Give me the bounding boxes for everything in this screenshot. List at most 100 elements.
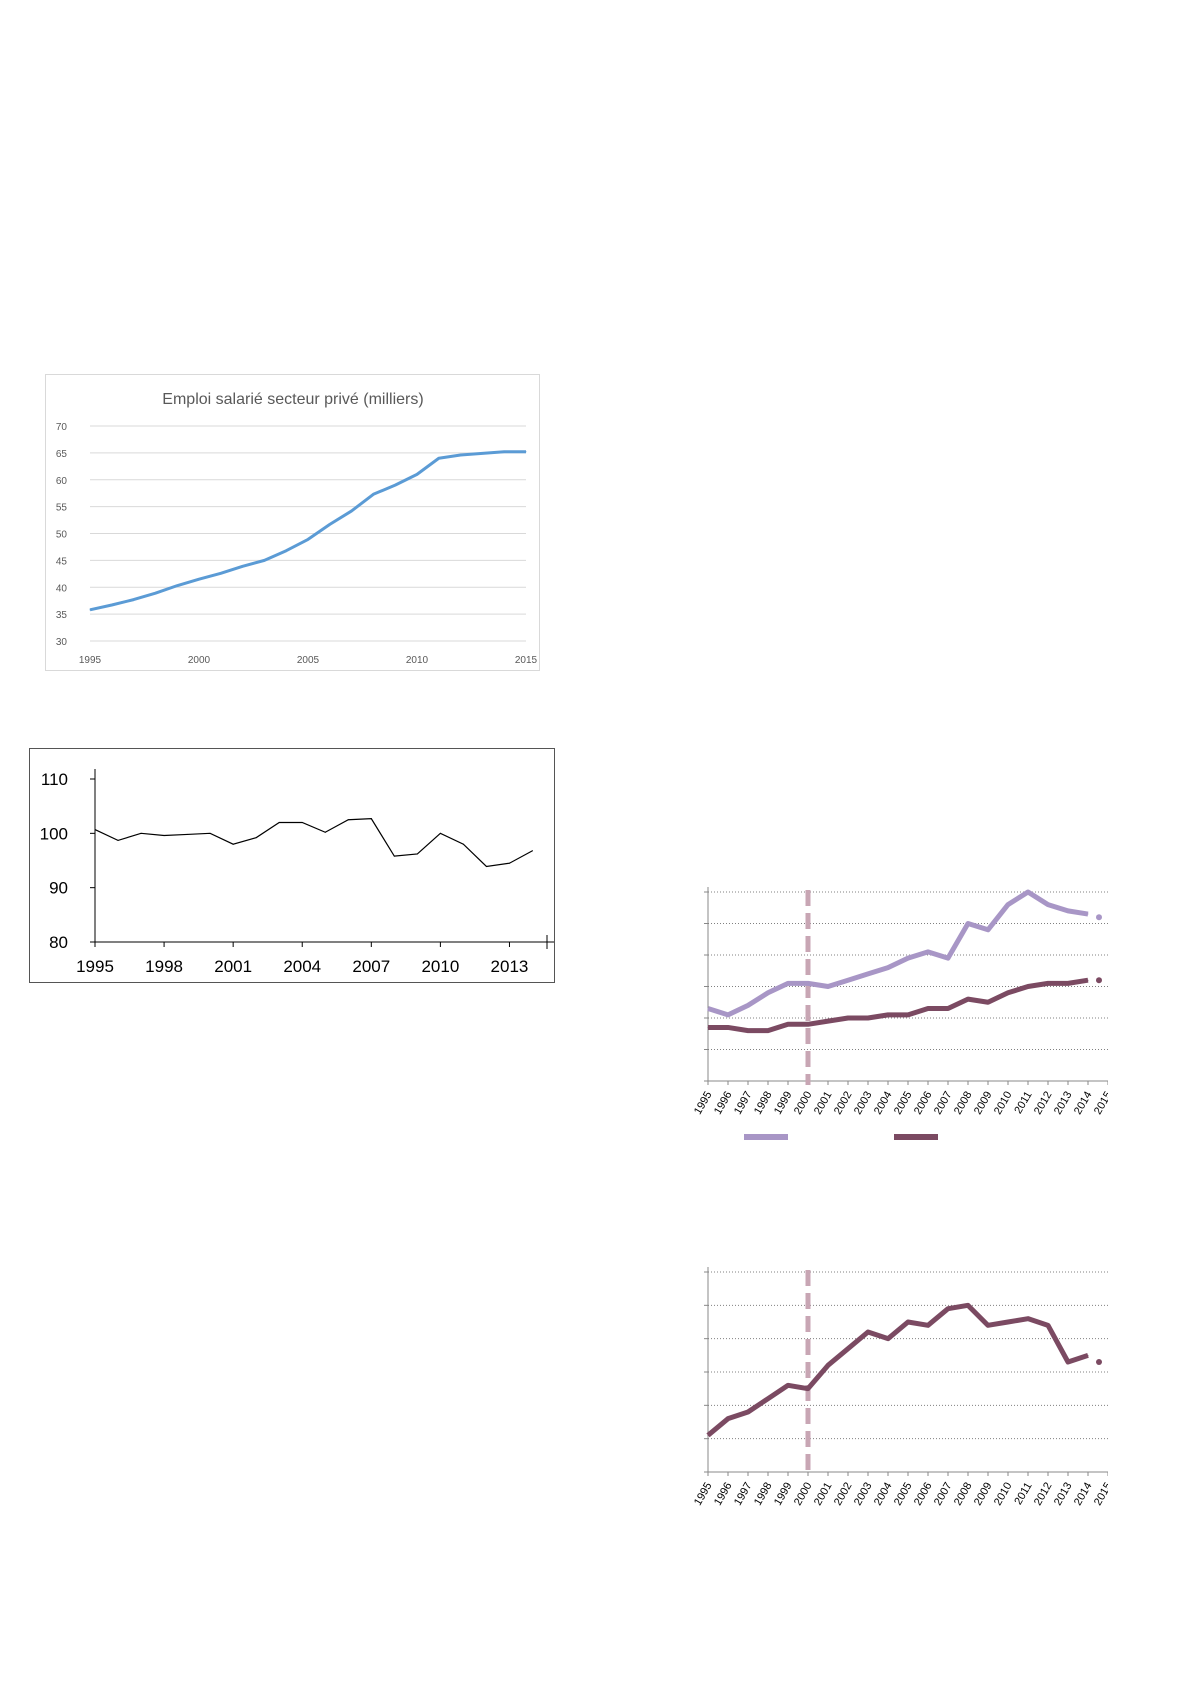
data-point xyxy=(1027,986,1029,987)
data-point xyxy=(255,837,257,839)
x-tick-label: 1995 xyxy=(79,655,102,666)
data-point xyxy=(198,578,200,580)
x-tick-label: 2006 xyxy=(912,1481,935,1508)
data-point xyxy=(111,604,113,606)
data-point xyxy=(787,1384,789,1386)
x-tick-label: 2011 xyxy=(1012,1481,1034,1507)
series-line xyxy=(707,889,1089,1018)
data-point xyxy=(263,559,265,561)
x-tick-label: 2005 xyxy=(297,655,320,666)
data-point xyxy=(525,451,527,453)
data-point xyxy=(1007,992,1009,994)
data-point xyxy=(787,1023,789,1025)
x-tick-label: 2008 xyxy=(952,1090,975,1117)
data-point xyxy=(727,1026,729,1028)
data-point xyxy=(462,843,464,845)
data-point xyxy=(1047,982,1049,984)
series-line xyxy=(706,1302,1089,1438)
data-point xyxy=(767,1030,769,1032)
data-point xyxy=(1027,891,1029,893)
chart-two-series-svg: 1995199619971998199920002001200220032004… xyxy=(692,887,1108,1140)
series-line xyxy=(89,450,526,612)
data-point xyxy=(351,510,353,512)
data-point xyxy=(967,1304,969,1306)
x-tick-label: 2010 xyxy=(406,655,429,666)
data-point xyxy=(847,1348,849,1350)
chart-emploi-salarie-svg: Emploi salarié secteur privé (milliers) … xyxy=(56,391,538,666)
x-tick-label: 2005 xyxy=(892,1481,915,1508)
x-tick-label: 1998 xyxy=(752,1090,775,1117)
data-point xyxy=(887,967,889,969)
x-tick-label: 1996 xyxy=(712,1481,735,1508)
data-point xyxy=(1067,1361,1069,1363)
chart-index-line-svg: 80 90 100 110 1995 1998 2001 2004 2007 2010 2013 xyxy=(40,769,554,976)
data-point xyxy=(987,929,989,931)
data-point xyxy=(209,832,211,834)
data-point xyxy=(907,957,909,959)
data-point xyxy=(767,1398,769,1400)
data-point xyxy=(807,982,809,984)
data-point xyxy=(1067,982,1069,984)
x-tick-label: 2009 xyxy=(972,1090,995,1117)
x-tick-label: 1999 xyxy=(772,1090,795,1117)
data-point xyxy=(531,850,533,852)
x-tick-label: 2000 xyxy=(792,1481,815,1508)
data-point xyxy=(242,565,244,567)
data-point xyxy=(163,835,165,837)
data-point xyxy=(117,839,119,841)
x-tick-label: 1997 xyxy=(732,1481,755,1508)
x-tick-label: 2003 xyxy=(852,1090,875,1117)
x-tick-label: 2013 xyxy=(491,957,529,976)
data-point xyxy=(947,1008,949,1010)
data-point xyxy=(907,1014,909,1016)
x-tick-label: 2000 xyxy=(188,655,211,666)
data-point xyxy=(438,457,440,459)
data-point xyxy=(967,998,969,1000)
x-tick-label: 2005 xyxy=(892,1090,915,1117)
data-point xyxy=(927,1324,929,1326)
y-tick-label: 80 xyxy=(49,933,68,952)
data-point xyxy=(307,538,309,540)
x-tick-label: 2012 xyxy=(1032,1481,1055,1508)
x-tick-label: 1997 xyxy=(732,1090,755,1117)
data-point xyxy=(140,832,142,834)
chart-emploi-salarie: Emploi salarié secteur privé (milliers) … xyxy=(45,374,540,671)
data-point xyxy=(329,523,331,525)
x-tick-label: 2004 xyxy=(283,957,321,976)
x-tick-label: 2007 xyxy=(932,1090,955,1117)
x-tick-label: 2003 xyxy=(852,1481,875,1508)
chart-index-line: 80 90 100 110 1995 1998 2001 2004 2007 2010 2013 xyxy=(29,748,555,983)
data-point xyxy=(89,609,91,611)
x-tick-label: 1996 xyxy=(712,1090,735,1117)
x-tick-label: 2001 xyxy=(812,1481,835,1508)
data-point xyxy=(508,862,510,864)
data-point xyxy=(927,951,929,953)
data-point xyxy=(707,1026,709,1028)
series-line xyxy=(94,818,533,868)
y-tick-label: 35 xyxy=(56,610,68,621)
data-point xyxy=(503,451,505,453)
data-point xyxy=(460,454,462,456)
y-tick-label: 90 xyxy=(49,879,68,898)
data-point xyxy=(887,1338,889,1340)
data-point xyxy=(947,957,949,959)
data-point xyxy=(220,572,222,574)
y-tick-label: 65 xyxy=(56,449,68,460)
x-tick-label: 2004 xyxy=(872,1481,895,1508)
y-tick-label: 100 xyxy=(40,824,68,843)
data-point xyxy=(416,853,418,855)
data-point xyxy=(1047,904,1049,906)
y-tick-label: 55 xyxy=(56,503,68,514)
x-tick-label: 2002 xyxy=(832,1481,855,1508)
data-point xyxy=(1087,979,1089,981)
data-point xyxy=(186,833,188,835)
data-point xyxy=(707,1008,709,1010)
chart-title: Emploi salarié secteur privé (milliers) xyxy=(162,391,423,408)
data-point xyxy=(987,1324,989,1326)
chart-two-series: 1995 1996 1997 1998 1999 2000 2001 2002 2003 2004… xyxy=(668,880,1108,1150)
data-point xyxy=(285,550,287,552)
data-point xyxy=(372,493,374,495)
data-point xyxy=(1067,910,1069,912)
data-point xyxy=(393,855,395,857)
data-point xyxy=(154,592,156,594)
